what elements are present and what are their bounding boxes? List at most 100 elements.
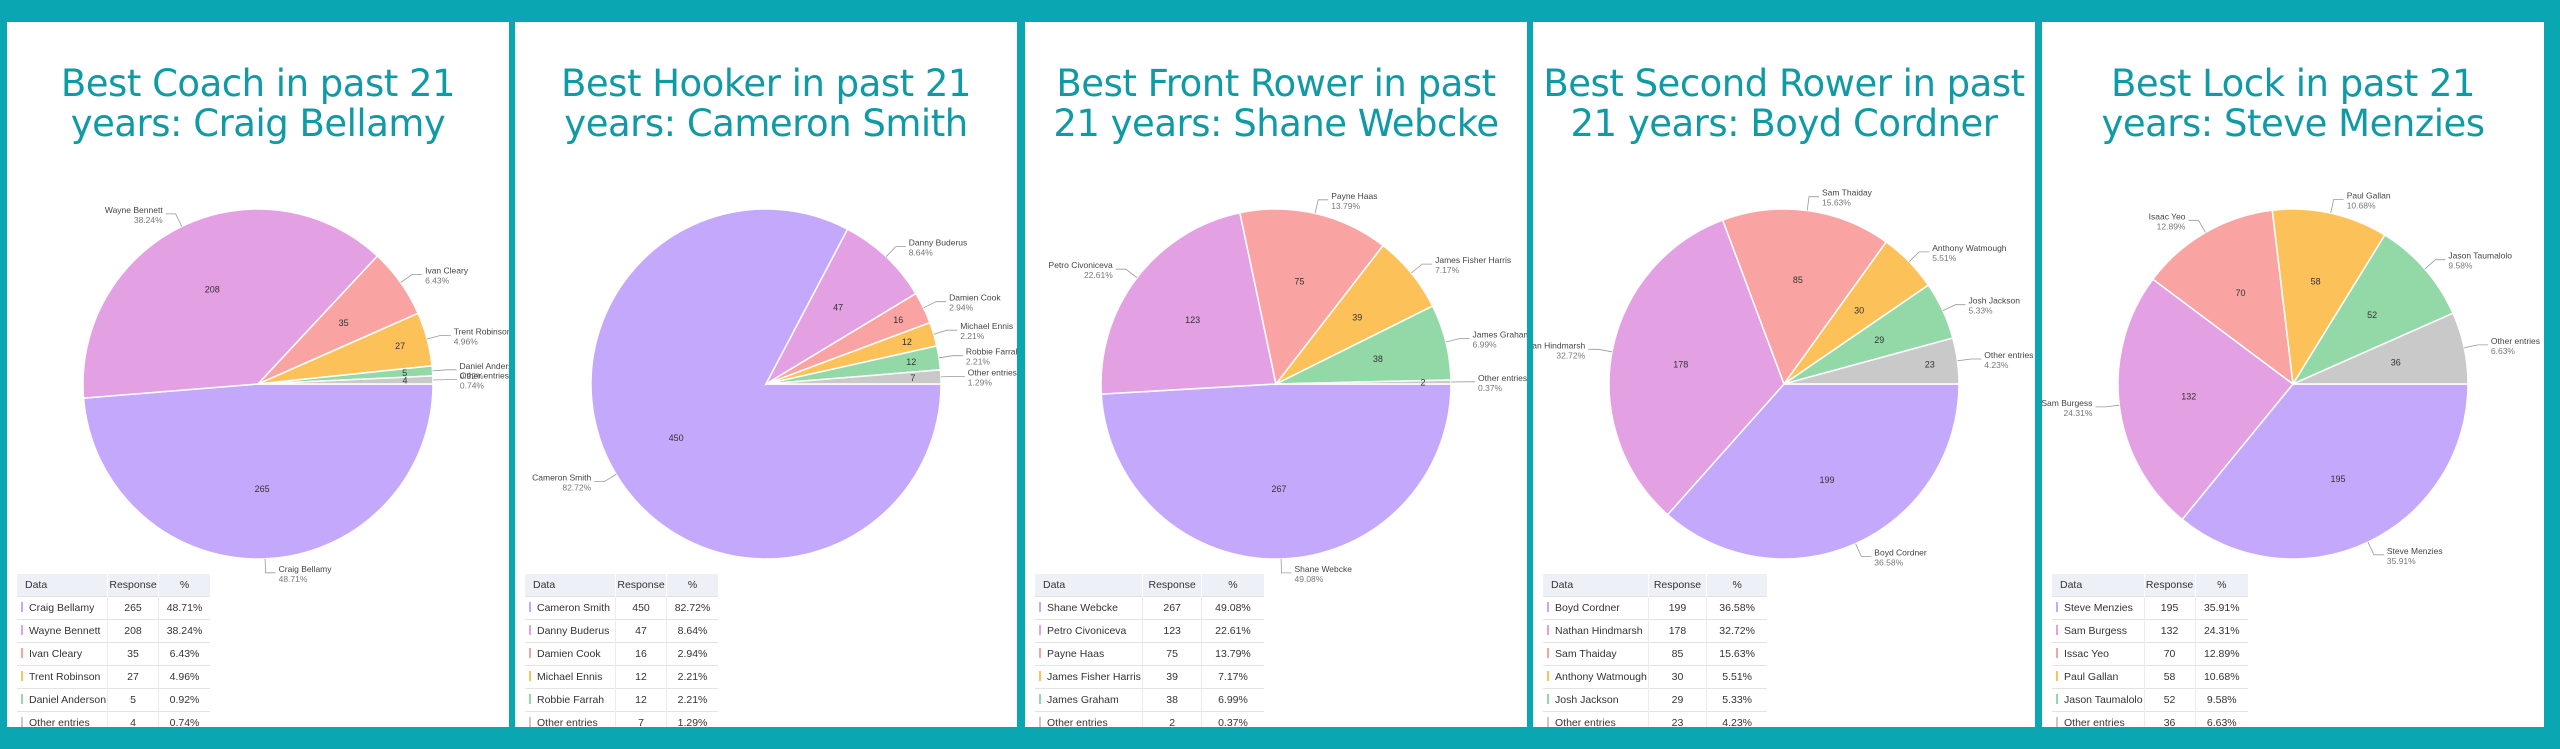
row-name-cell: Other entries bbox=[2052, 711, 2145, 727]
column-header[interactable]: Data bbox=[525, 574, 617, 597]
row-percent-cell: 12.89% bbox=[2195, 642, 2248, 666]
row-name-cell: Paul Gallan bbox=[2052, 665, 2145, 689]
row-name-cell: Issac Yeo bbox=[2052, 642, 2145, 666]
column-header[interactable]: % bbox=[1201, 574, 1264, 597]
legend-swatch bbox=[2056, 648, 2058, 658]
row-name: Boyd Cordner bbox=[1555, 602, 1620, 614]
slice-name-label: Sam Burgess bbox=[2042, 398, 2092, 408]
row-name-cell: Other entries bbox=[17, 711, 109, 727]
legend-swatch bbox=[2056, 694, 2058, 704]
data-table: Data Response% Craig Bellamy 265 48.71% Wayne… bbox=[17, 574, 211, 727]
table-row: Boyd Cordner 199 36.58% bbox=[1543, 596, 1768, 620]
pie-slice[interactable] bbox=[1666, 383, 1960, 560]
slice-value-label: 5 bbox=[402, 368, 407, 378]
column-header[interactable]: Response bbox=[1648, 574, 1708, 597]
slice-value-label: 208 bbox=[205, 285, 220, 295]
slice-name-label: Damien Cook bbox=[949, 293, 1001, 303]
column-header[interactable]: % bbox=[666, 574, 719, 597]
pie-slice[interactable] bbox=[1721, 208, 1888, 386]
column-header[interactable]: Data bbox=[1543, 574, 1649, 597]
pie-slice[interactable] bbox=[2151, 209, 2294, 386]
legend-swatch bbox=[1039, 602, 1041, 612]
row-percent-cell: 0.92% bbox=[158, 688, 211, 712]
row-name-cell: Sam Burgess bbox=[2052, 619, 2145, 643]
pie-slice[interactable] bbox=[765, 369, 942, 385]
row-percent-cell: 49.08% bbox=[1201, 596, 1264, 620]
column-header[interactable]: Response bbox=[2144, 574, 2196, 597]
row-name: James Fisher Harris bbox=[1047, 671, 1141, 683]
pie-slice[interactable] bbox=[2292, 312, 2469, 385]
row-name: Anthony Watmough bbox=[1555, 671, 1647, 683]
slice-value-label: 199 bbox=[1819, 475, 1834, 485]
slice-name-label: Other entries bbox=[2491, 336, 2540, 346]
column-header[interactable]: Data bbox=[17, 574, 109, 597]
pie-slice[interactable] bbox=[1100, 383, 1452, 560]
row-response-cell: 16 bbox=[615, 642, 667, 666]
row-response-cell: 199 bbox=[1648, 596, 1708, 620]
column-header[interactable]: Response bbox=[107, 574, 159, 597]
slice-percent-label: 24.31% bbox=[2064, 408, 2093, 418]
row-name-cell: Payne Haas bbox=[1035, 642, 1143, 666]
table-row: Robbie Farrah 12 2.21% bbox=[525, 688, 719, 712]
row-name-cell: Craig Bellamy bbox=[17, 596, 109, 620]
row-percent-cell: 6.99% bbox=[1201, 688, 1264, 712]
row-name-cell: Damien Cook bbox=[525, 642, 617, 666]
row-name: Issac Yeo bbox=[2064, 648, 2109, 660]
slice-percent-label: 13.79% bbox=[1331, 201, 1360, 211]
slice-percent-label: 82.72% bbox=[562, 483, 591, 493]
pie-slice[interactable] bbox=[82, 208, 379, 399]
column-header[interactable]: % bbox=[1706, 574, 1768, 597]
legend-swatch bbox=[21, 671, 23, 681]
slice-name-label: Paul Gallan bbox=[2347, 190, 2391, 200]
chart-panel: Best Hooker in past 21 years: Cameron Sm… bbox=[515, 22, 1017, 727]
slice-leader-line bbox=[400, 274, 423, 283]
pie-slice[interactable] bbox=[2117, 278, 2295, 521]
slice-name-label: Jason Taumalolo bbox=[2448, 251, 2512, 261]
column-header[interactable]: Data bbox=[2052, 574, 2145, 597]
pie-slice[interactable] bbox=[764, 228, 917, 387]
slice-percent-label: 49.08% bbox=[1295, 574, 1324, 584]
slice-percent-label: 2.94% bbox=[949, 303, 974, 313]
slice-leader-line bbox=[165, 213, 183, 227]
column-header[interactable]: % bbox=[2195, 574, 2248, 597]
column-header[interactable]: Response bbox=[615, 574, 667, 597]
row-percent-cell: 2.21% bbox=[666, 688, 719, 712]
row-percent-cell: 5.51% bbox=[1706, 665, 1768, 689]
chart-title: Best Lock in past 21 years: Steve Menzie… bbox=[2101, 62, 2485, 145]
slice-value-label: 47 bbox=[833, 303, 843, 313]
row-name: Josh Jackson bbox=[1555, 694, 1619, 706]
column-header[interactable]: % bbox=[158, 574, 211, 597]
pie-slice[interactable] bbox=[257, 375, 434, 385]
row-name-cell: Other entries bbox=[1543, 711, 1649, 727]
pie-slice[interactable] bbox=[1275, 379, 1452, 385]
pie-slice[interactable] bbox=[82, 383, 434, 560]
row-percent-cell: 8.64% bbox=[666, 619, 719, 643]
row-name-cell: Petro Civoniceva bbox=[1035, 619, 1143, 643]
slice-name-label: Sam Thaiday bbox=[1822, 188, 1873, 198]
legend-swatch bbox=[529, 671, 531, 681]
slice-name-label: Danny Buderus bbox=[909, 238, 968, 248]
slice-leader-line bbox=[2464, 344, 2488, 349]
row-percent-cell: 9.58% bbox=[2195, 688, 2248, 712]
column-header[interactable]: Response bbox=[1142, 574, 1203, 597]
row-name-cell: Danny Buderus bbox=[525, 619, 617, 643]
pie-slice[interactable] bbox=[2271, 208, 2386, 387]
row-name-cell: Cameron Smith bbox=[525, 596, 617, 620]
slice-leader-line bbox=[1280, 558, 1292, 574]
row-response-cell: 265 bbox=[107, 596, 159, 620]
pie-slice[interactable] bbox=[1608, 219, 1785, 516]
pie-slice[interactable] bbox=[1783, 337, 1960, 385]
pie-slice[interactable] bbox=[1100, 211, 1277, 395]
table-row: Shane Webcke 267 49.08% bbox=[1035, 596, 1264, 620]
column-header[interactable]: Data bbox=[1035, 574, 1143, 597]
row-name-cell: Anthony Watmough bbox=[1543, 665, 1649, 689]
slice-value-label: 30 bbox=[1854, 306, 1864, 316]
row-response-cell: 70 bbox=[2144, 642, 2196, 666]
pie-slice[interactable] bbox=[2291, 234, 2455, 386]
slice-value-label: 35 bbox=[339, 318, 349, 328]
slice-value-label: 267 bbox=[1271, 484, 1286, 494]
slice-value-label: 70 bbox=[2235, 288, 2245, 298]
legend-swatch bbox=[1039, 648, 1041, 658]
pie-slice[interactable] bbox=[1238, 208, 1385, 386]
